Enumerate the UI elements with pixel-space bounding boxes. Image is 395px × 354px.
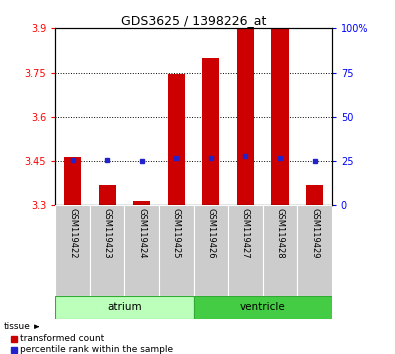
Bar [133,201,150,205]
Bar [271,28,289,205]
Text: tissue: tissue [4,322,31,331]
Bar [237,28,254,205]
Text: GSM119428: GSM119428 [275,208,284,259]
Text: GSM119427: GSM119427 [241,208,250,259]
Bar [98,185,116,205]
Text: GSM119423: GSM119423 [103,208,112,259]
Text: GSM119429: GSM119429 [310,208,319,258]
Bar [159,205,194,296]
Text: atrium: atrium [107,302,142,312]
Bar [55,205,90,296]
Text: GSM119425: GSM119425 [172,208,181,258]
Text: percentile rank within the sample: percentile rank within the sample [20,346,173,354]
Title: GDS3625 / 1398226_at: GDS3625 / 1398226_at [121,14,266,27]
Bar [297,205,332,296]
Text: GSM119426: GSM119426 [206,208,215,259]
Bar [306,185,323,205]
Text: GSM119424: GSM119424 [137,208,146,258]
Bar [194,296,332,319]
Bar [64,156,81,205]
Bar [124,205,159,296]
Text: transformed count: transformed count [20,334,104,343]
Text: GSM119422: GSM119422 [68,208,77,258]
Bar [90,205,124,296]
Bar [263,205,297,296]
Text: ventricle: ventricle [240,302,286,312]
Bar [194,205,228,296]
Bar [228,205,263,296]
Bar [167,74,185,205]
Bar [202,58,220,205]
Bar [55,296,194,319]
